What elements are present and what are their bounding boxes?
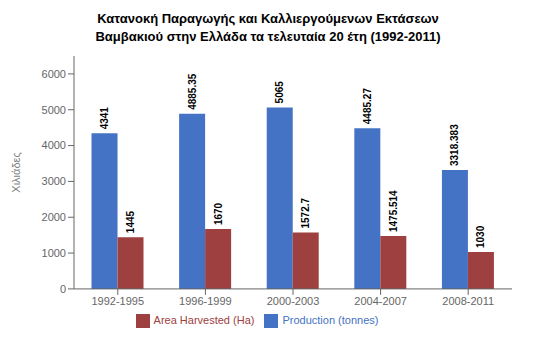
svg-text:1572.7: 1572.7 [300, 198, 311, 229]
svg-text:2008-2011: 2008-2011 [442, 295, 494, 307]
svg-text:6000: 6000 [42, 68, 66, 80]
svg-text:1030: 1030 [475, 225, 486, 248]
svg-text:2004-2007: 2004-2007 [354, 295, 407, 307]
svg-text:4341: 4341 [99, 107, 110, 130]
svg-text:1670: 1670 [213, 202, 224, 225]
svg-text:1992-1995: 1992-1995 [91, 295, 144, 307]
svg-text:1000: 1000 [42, 247, 66, 259]
svg-text:3000: 3000 [42, 175, 66, 187]
html-text:Production (tonnes): Production (tonnes) [282, 313, 379, 326]
svg-text:2000: 2000 [42, 211, 66, 223]
svg-text:3318.383: 3318.383 [449, 124, 460, 166]
svg-text:4000: 4000 [42, 139, 66, 151]
html-text:Βαμβακιού στην Ελλάδα τα τελευ: Βαμβακιού στην Ελλάδα τα τελευταία 20 έτ… [95, 29, 441, 44]
svg-text:0: 0 [60, 283, 66, 295]
html-text:Κατανοκή Παραγωγής και Καλλιερ: Κατανοκή Παραγωγής και Καλλιεργούμενων Ε… [97, 11, 439, 26]
svg-text:2000-2003: 2000-2003 [267, 295, 320, 307]
svg-text:1475.514: 1475.514 [388, 190, 399, 232]
svg-text:5065: 5065 [274, 81, 285, 104]
svg-text:Χιλιάδες: Χιλιάδες [10, 152, 22, 192]
svg-text:4485.27: 4485.27 [362, 88, 373, 125]
html-text:Area Harvested (Ha): Area Harvested (Ha) [153, 313, 255, 326]
svg-text:1996-1999: 1996-1999 [179, 295, 232, 307]
svg-text:5000: 5000 [42, 104, 66, 116]
svg-text:4885.35: 4885.35 [187, 73, 198, 110]
svg-text:1445: 1445 [125, 210, 136, 233]
